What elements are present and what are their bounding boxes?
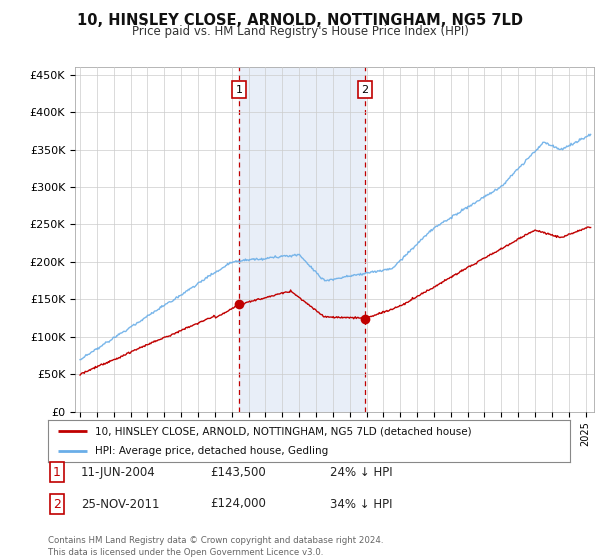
Text: £124,000: £124,000 xyxy=(210,497,266,511)
Text: 2: 2 xyxy=(53,497,61,511)
Text: 10, HINSLEY CLOSE, ARNOLD, NOTTINGHAM, NG5 7LD (detached house): 10, HINSLEY CLOSE, ARNOLD, NOTTINGHAM, N… xyxy=(95,426,472,436)
Text: Price paid vs. HM Land Registry's House Price Index (HPI): Price paid vs. HM Land Registry's House … xyxy=(131,25,469,38)
Bar xyxy=(239,67,365,412)
Text: 25-NOV-2011: 25-NOV-2011 xyxy=(81,497,160,511)
Text: 11-JUN-2004: 11-JUN-2004 xyxy=(81,465,156,479)
Text: 34% ↓ HPI: 34% ↓ HPI xyxy=(330,497,392,511)
Text: 24% ↓ HPI: 24% ↓ HPI xyxy=(330,465,392,479)
Text: 2: 2 xyxy=(361,85,368,95)
Text: £143,500: £143,500 xyxy=(210,465,266,479)
Text: HPI: Average price, detached house, Gedling: HPI: Average price, detached house, Gedl… xyxy=(95,446,328,456)
Text: 1: 1 xyxy=(53,465,61,479)
Text: 1: 1 xyxy=(236,85,242,95)
Text: 10, HINSLEY CLOSE, ARNOLD, NOTTINGHAM, NG5 7LD: 10, HINSLEY CLOSE, ARNOLD, NOTTINGHAM, N… xyxy=(77,13,523,28)
Text: Contains HM Land Registry data © Crown copyright and database right 2024.
This d: Contains HM Land Registry data © Crown c… xyxy=(48,536,383,557)
